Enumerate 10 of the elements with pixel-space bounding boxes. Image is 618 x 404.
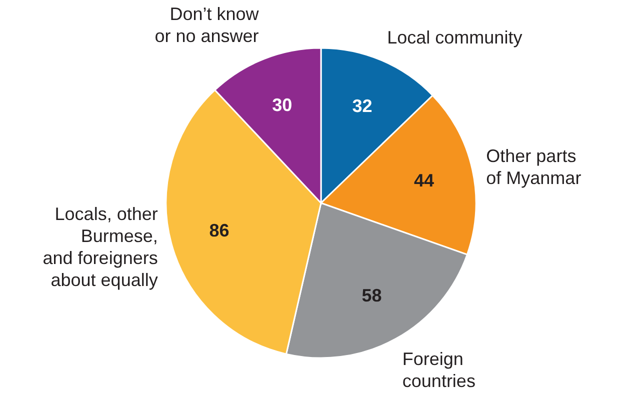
data-label: 44 [414, 170, 434, 191]
data-label: 58 [362, 285, 382, 306]
slice-label: Local community [387, 27, 522, 48]
data-label: 30 [272, 95, 292, 115]
data-label: 86 [209, 220, 230, 240]
slice-label: Other parts of Myanmar [486, 146, 582, 188]
slice-label: Locals, other Burmese, and foreigners about equally [42, 204, 158, 290]
slice-label: Foreign countries [402, 349, 476, 392]
data-label: 32 [352, 96, 372, 116]
slice-label: Don’t know or no answer [154, 4, 260, 46]
